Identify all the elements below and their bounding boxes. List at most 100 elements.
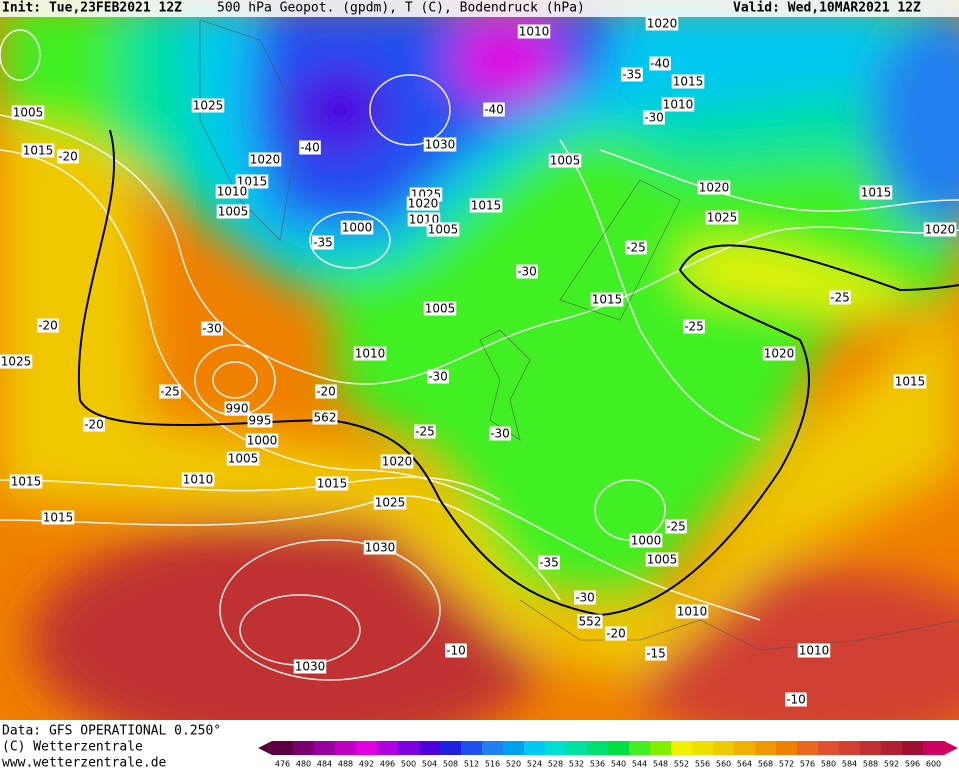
label-box xyxy=(629,533,663,548)
colorbar-label: 516 xyxy=(485,760,500,769)
map-label: 1015 xyxy=(471,199,502,213)
label-box xyxy=(340,220,374,235)
label-box xyxy=(489,426,511,441)
label-box xyxy=(414,424,436,439)
map-label: -20 xyxy=(606,627,626,641)
map-label: 1015 xyxy=(317,477,348,491)
map-label: 1000 xyxy=(342,221,373,235)
map-label: 1015 xyxy=(895,375,926,389)
label-box xyxy=(247,413,273,428)
label-box xyxy=(675,604,709,619)
colorbar-swatch xyxy=(461,741,483,755)
colorbar-swatch xyxy=(272,741,294,755)
label-box xyxy=(625,240,647,255)
colorbar-label: 572 xyxy=(779,760,794,769)
colorbar-label: 544 xyxy=(632,760,647,769)
colorbar-swatch xyxy=(818,741,840,755)
map-label: 1030 xyxy=(295,660,326,674)
label-box xyxy=(406,196,440,211)
map-label: 1020 xyxy=(699,181,730,195)
label-box xyxy=(645,552,679,567)
label-box xyxy=(893,374,927,389)
colorbar-swatch xyxy=(419,741,441,755)
colorbar-swatch xyxy=(629,741,651,755)
label-box xyxy=(380,454,414,469)
colorbar-swatch xyxy=(335,741,357,755)
colorbar-label: 600 xyxy=(926,760,941,769)
label-box xyxy=(516,264,538,279)
map-label: 562 xyxy=(314,411,337,425)
map-label: 1010 xyxy=(519,25,550,39)
map-label: -10 xyxy=(786,693,806,707)
label-box xyxy=(41,510,75,525)
label-box xyxy=(226,451,260,466)
colorbar-swatch xyxy=(440,741,462,755)
map-label: -35 xyxy=(622,68,642,82)
label-box xyxy=(423,301,457,316)
copyright-text: (C) Wetterzentrale xyxy=(2,740,143,755)
colorbar-end xyxy=(944,741,958,755)
label-box xyxy=(762,346,796,361)
map-label: -35 xyxy=(313,236,333,250)
isobars xyxy=(0,29,959,681)
label-box xyxy=(426,222,460,237)
map-label: 552 xyxy=(579,615,602,629)
label-box xyxy=(216,204,250,219)
colorbar: 476 480 484 488 492 496 500 504 508 512 516 520 524 5… xyxy=(258,741,958,769)
map-label: 1030 xyxy=(425,138,456,152)
label-box xyxy=(57,149,79,164)
label-box xyxy=(245,433,279,448)
map-label: 1015 xyxy=(43,511,74,525)
map-label: 995 xyxy=(249,414,272,428)
map-label: -20 xyxy=(38,319,58,333)
label-box xyxy=(312,410,338,425)
colorbar-label: 580 xyxy=(821,760,836,769)
label-box xyxy=(315,384,337,399)
label-box xyxy=(423,137,457,152)
map-label: -30 xyxy=(575,591,595,605)
colorbar-label: 576 xyxy=(800,760,815,769)
colorbar-label: 540 xyxy=(611,760,626,769)
map-label: -40 xyxy=(484,103,504,117)
map-label: -25 xyxy=(684,320,704,334)
colorbar-label: 552 xyxy=(674,760,689,769)
map-label: 1010 xyxy=(677,605,708,619)
label-box xyxy=(605,626,627,641)
label-box xyxy=(923,222,957,237)
colorbar-swatch xyxy=(566,741,588,755)
map-label: 1000 xyxy=(247,434,278,448)
colorbar-swatch xyxy=(314,741,336,755)
label-box xyxy=(517,24,551,39)
colorbar-swatch xyxy=(545,741,567,755)
label-box xyxy=(293,659,327,674)
map-label: -30 xyxy=(202,322,222,336)
label-box xyxy=(621,67,643,82)
colorbar-swatch xyxy=(356,741,378,755)
label-box xyxy=(671,74,705,89)
map-label: 1015 xyxy=(673,75,704,89)
colorbar-swatch xyxy=(776,741,798,755)
map-label: 1015 xyxy=(592,293,623,307)
map-label: -40 xyxy=(650,57,670,71)
label-box xyxy=(577,614,603,629)
map-label: -30 xyxy=(428,370,448,384)
label-box xyxy=(299,140,321,155)
label-box xyxy=(363,540,397,555)
colorbar-swatch xyxy=(671,741,693,755)
label-box xyxy=(643,110,665,125)
label-box xyxy=(538,555,560,570)
colorbar-swatch xyxy=(881,741,903,755)
colorbar-label: 584 xyxy=(842,760,857,769)
map-label: -25 xyxy=(666,520,686,534)
colorbar-swatch xyxy=(293,741,315,755)
map-label: 1020 xyxy=(250,153,281,167)
label-box xyxy=(353,346,387,361)
map-label: 1025 xyxy=(375,496,406,510)
map-label: 1000 xyxy=(631,534,662,548)
map-label: 1005 xyxy=(218,205,249,219)
label-box xyxy=(645,16,679,31)
source-text: Data: GFS OPERATIONAL 0.250° xyxy=(2,724,221,739)
header-bar xyxy=(0,0,959,17)
map-label: -20 xyxy=(316,385,336,399)
map-label: 1020 xyxy=(408,197,439,211)
